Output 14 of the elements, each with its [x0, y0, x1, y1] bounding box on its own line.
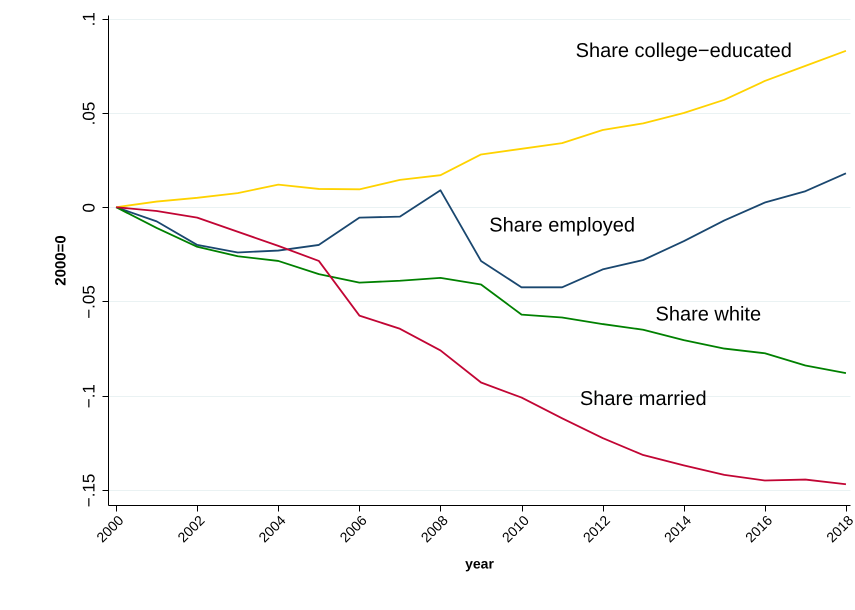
series-label: Share married: [580, 388, 707, 410]
y-tick-label: .05: [80, 102, 98, 126]
line-series: [115, 206, 847, 374]
series-label: Share employed: [489, 214, 635, 236]
line-series: [115, 206, 847, 486]
x-axis-title: year: [465, 555, 494, 572]
y-tick-label: −.05: [80, 285, 98, 319]
y-tick-label: .1: [80, 12, 98, 26]
y-tick-label: −.15: [80, 474, 98, 508]
y-tick-label: 0: [80, 202, 98, 212]
y-tick-label: −.1: [80, 384, 98, 408]
series-label: Share college−educated: [576, 40, 792, 62]
series-label: Share white: [655, 304, 762, 326]
y-axis-title: 2000=0: [52, 235, 70, 286]
